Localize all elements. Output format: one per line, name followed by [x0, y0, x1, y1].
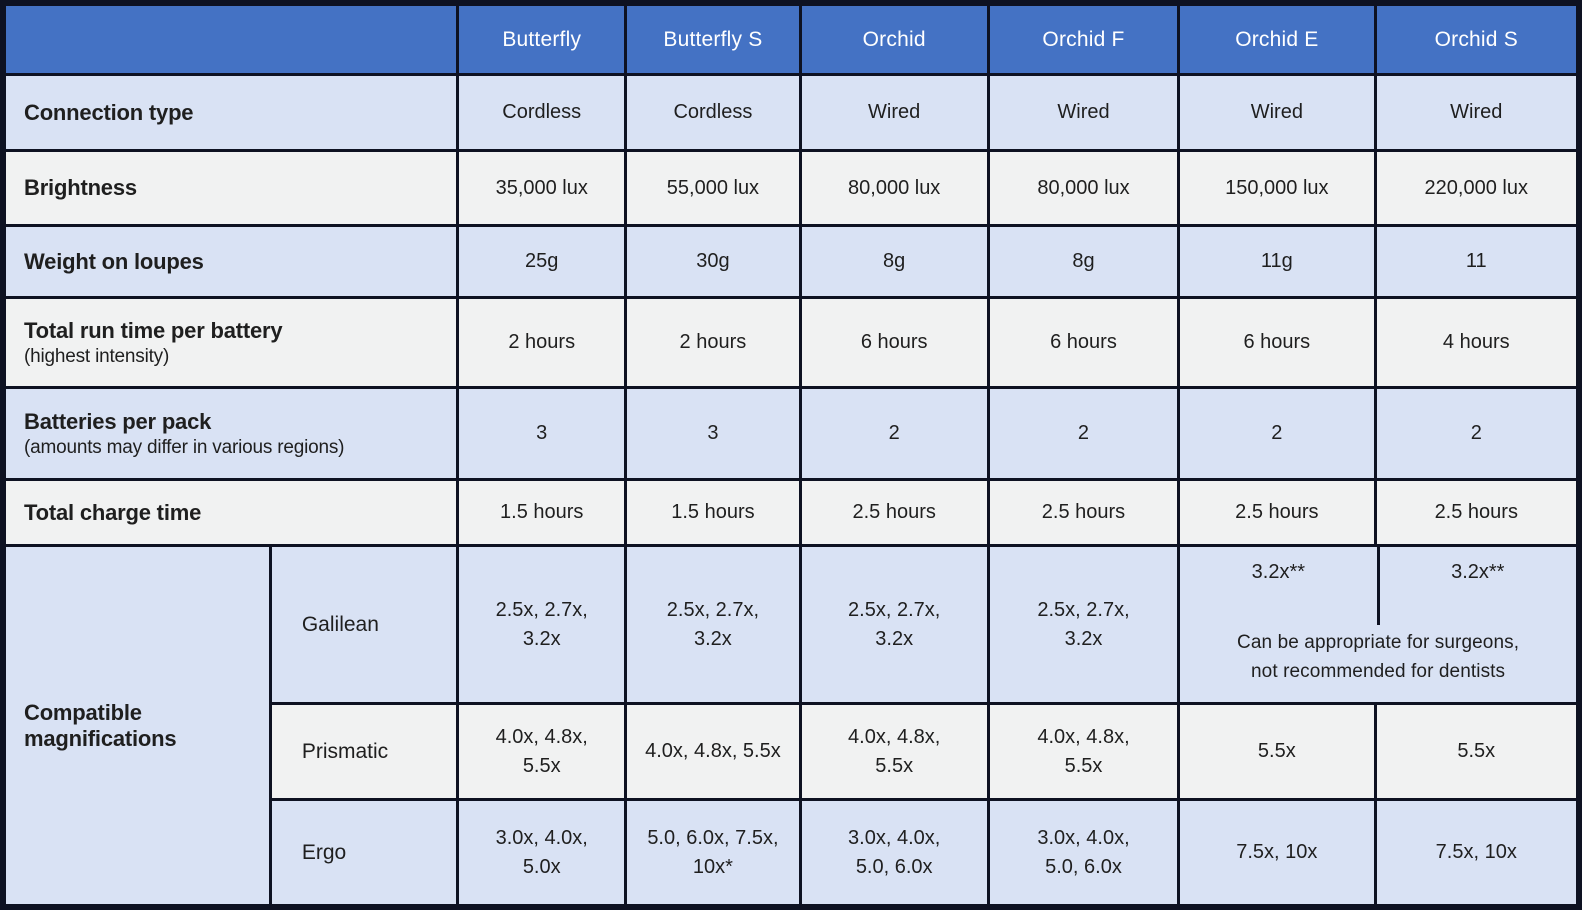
- subrow-label-prismatic: Prismatic: [268, 702, 460, 801]
- row-label-connection-type: Connection type: [2, 73, 460, 152]
- table-cell: 80,000 lux: [986, 149, 1181, 227]
- row-label-subtext: (highest intensity): [24, 345, 170, 367]
- row-label-text: Total run time per battery: [24, 317, 283, 343]
- row-run-time: Total run time per battery (highest inte…: [2, 296, 1580, 389]
- table-cell: 4.0x, 4.8x, 5.5x: [624, 702, 802, 801]
- row-connection-type: Connection type Cordless Cordless Wired …: [2, 73, 1580, 152]
- table-cell: 4.0x, 4.8x, 5.5x: [798, 702, 990, 801]
- table-cell: Wired: [1177, 73, 1377, 152]
- column-header-orchid-s: Orchid S: [1373, 3, 1580, 76]
- table-cell: 3.0x, 4.0x, 5.0, 6.0x: [986, 798, 1181, 907]
- table-cell: 2: [798, 386, 990, 481]
- galilean-orchid-e-value: 3.2x**: [1251, 561, 1306, 583]
- table-cell: 35,000 lux: [456, 149, 628, 227]
- row-label-subtext: (amounts may differ in various regions): [24, 436, 345, 458]
- table-cell: Cordless: [624, 73, 802, 152]
- cell-galilean-orchid-e-s: 3.2x** 3.2x** Can be appropriate for sur…: [1177, 544, 1579, 705]
- row-batteries-per-pack: Batteries per pack (amounts may differ i…: [2, 386, 1580, 481]
- table-cell: 2 hours: [456, 296, 628, 389]
- table-cell: 7.5x, 10x: [1373, 798, 1580, 907]
- subrow-label-ergo: Ergo: [268, 798, 460, 907]
- table-cell: 6 hours: [1177, 296, 1377, 389]
- row-label-text: Weight on loupes: [24, 248, 204, 274]
- table-cell: 2.5 hours: [1177, 478, 1377, 547]
- row-weight-on-loupes: Weight on loupes 25g 30g 8g 8g 11g 11: [2, 224, 1580, 299]
- table-cell: 3.0x, 4.0x, 5.0, 6.0x: [798, 798, 990, 907]
- column-header-orchid-e: Orchid E: [1177, 3, 1377, 76]
- table-cell: 11g: [1177, 224, 1377, 299]
- row-galilean: Compatible magnifications Galilean 2.5x,…: [3, 544, 1579, 907]
- table-cell: 1.5 hours: [456, 478, 628, 547]
- table-cell: 3.0x, 4.0x, 5.0x: [456, 798, 628, 907]
- table-cell: 2.5x, 2.7x, 3.2x: [624, 544, 802, 705]
- row-label-weight: Weight on loupes: [2, 224, 460, 299]
- table-cell: Cordless: [456, 73, 628, 152]
- table-cell: 7.5x, 10x: [1177, 798, 1377, 907]
- table-cell: 4.0x, 4.8x, 5.5x: [986, 702, 1181, 801]
- table-cell: 2.5x, 2.7x, 3.2x: [798, 544, 990, 705]
- table-cell: 2.5x, 2.7x, 3.2x: [456, 544, 628, 705]
- cell-divider: [1376, 547, 1380, 625]
- galilean-note: Can be appropriate for surgeons, not rec…: [1237, 632, 1520, 682]
- table-cell: 8g: [986, 224, 1181, 299]
- table-cell: 2.5 hours: [986, 478, 1181, 547]
- header-blank-cell: [2, 3, 460, 76]
- table-cell: Wired: [986, 73, 1181, 152]
- row-label-batteries: Batteries per pack (amounts may differ i…: [2, 386, 460, 481]
- table-cell: 11: [1373, 224, 1580, 299]
- table-cell: Wired: [1373, 73, 1580, 152]
- row-label-run-time: Total run time per battery (highest inte…: [2, 296, 460, 389]
- table-cell: 150,000 lux: [1177, 149, 1377, 227]
- row-label-text: Batteries per pack: [24, 408, 212, 434]
- table-cell: 6 hours: [986, 296, 1181, 389]
- table-cell: 3: [456, 386, 628, 481]
- table-cell: 4.0x, 4.8x, 5.5x: [456, 702, 628, 801]
- row-label-charge-time: Total charge time: [2, 478, 460, 547]
- table-cell: 5.5x: [1177, 702, 1377, 801]
- galilean-orchid-s-value: 3.2x**: [1451, 561, 1505, 583]
- row-label-compatible-magnifications: Compatible magnifications: [3, 544, 272, 907]
- table-cell: 55,000 lux: [624, 149, 802, 227]
- table-cell: 2: [1373, 386, 1580, 481]
- column-header-orchid: Orchid: [798, 3, 990, 76]
- table-cell: 5.5x: [1373, 702, 1580, 801]
- column-header-butterfly: Butterfly: [456, 3, 628, 76]
- table-cell: 2: [986, 386, 1181, 481]
- row-ergo: Ergo 3.0x, 4.0x, 5.0x 5.0, 6.0x, 7.5x, 1…: [5, 798, 1580, 907]
- table-cell: 30g: [624, 224, 802, 299]
- row-charge-time: Total charge time 1.5 hours 1.5 hours 2.…: [2, 478, 1580, 547]
- table-cell: 4 hours: [1373, 296, 1580, 389]
- table-cell: 8g: [798, 224, 990, 299]
- table-cell: 2.5x, 2.7x, 3.2x: [986, 544, 1181, 705]
- row-label-brightness: Brightness: [2, 149, 460, 227]
- table-cell: 3: [624, 386, 802, 481]
- row-label-text: Brightness: [24, 175, 137, 200]
- subrow-label-galilean: Galilean: [268, 544, 460, 705]
- table-cell: 25g: [456, 224, 628, 299]
- column-header-orchid-f: Orchid F: [986, 3, 1181, 76]
- row-brightness: Brightness 35,000 lux 55,000 lux 80,000 …: [2, 149, 1580, 227]
- row-prismatic: Prismatic 4.0x, 4.8x, 5.5x 4.0x, 4.8x, 5…: [5, 702, 1580, 801]
- table-cell: 2.5 hours: [798, 478, 990, 547]
- table-cell: 1.5 hours: [624, 478, 802, 547]
- table-cell: 2.5 hours: [1373, 478, 1580, 547]
- table-cell: 2 hours: [624, 296, 802, 389]
- table-cell: 6 hours: [798, 296, 990, 389]
- table-cell: 220,000 lux: [1373, 149, 1580, 227]
- table-cell: 2: [1177, 386, 1377, 481]
- table-cell: 80,000 lux: [798, 149, 990, 227]
- header-row: Butterfly Butterfly S Orchid Orchid F Or…: [2, 3, 1580, 76]
- row-label-text: Compatible magnifications: [24, 699, 177, 751]
- table-cell: 5.0, 6.0x, 7.5x, 10x*: [624, 798, 802, 907]
- column-header-butterfly-s: Butterfly S: [624, 3, 802, 76]
- table-cell: Wired: [798, 73, 990, 152]
- row-label-text: Connection type: [24, 99, 194, 125]
- row-label-text: Total charge time: [24, 499, 202, 525]
